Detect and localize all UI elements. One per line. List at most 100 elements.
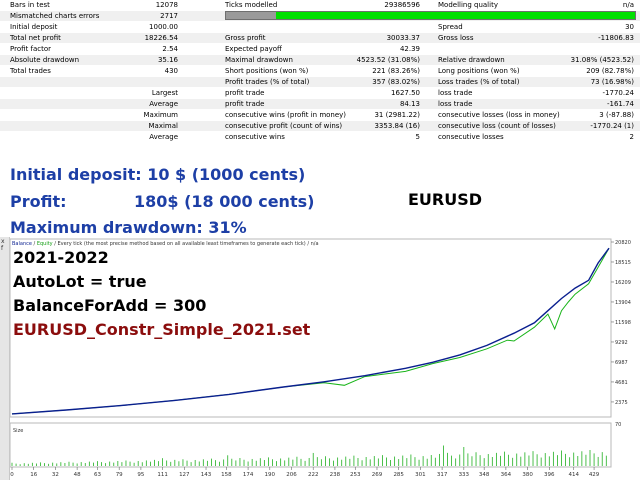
x-tick-label: 380 xyxy=(522,472,533,478)
x-tick-label: 396 xyxy=(544,472,555,478)
label-relative-drawdown: Relative drawdown xyxy=(438,56,505,64)
value-max-consecutive-wins: 31 (2981.22) xyxy=(374,111,420,119)
x-tick-label: 317 xyxy=(437,472,448,478)
value-spread: 30 xyxy=(625,23,634,31)
x-tick-label: 0 xyxy=(10,472,14,478)
label-maximum: Maximum xyxy=(143,111,179,119)
label-long-positions: Long positions (won %) xyxy=(438,67,520,75)
summary-max-drawdown: Maximum drawdown: 31% xyxy=(10,218,247,237)
label-average: Average xyxy=(149,100,178,108)
report-row: Total trades 430 Short positions (won %)… xyxy=(0,66,640,76)
y-tick-label: 2375 xyxy=(615,400,628,406)
x-tick-label: 174 xyxy=(243,472,254,478)
label-profit-factor: Profit factor xyxy=(10,45,51,53)
label-maximal-consecutive-profit: consecutive profit (count of wins) xyxy=(225,122,343,130)
y-axis: 20820 18515 16209 13904 11598 9292 6987 4681 237… xyxy=(611,240,631,406)
summary-initial-deposit: Initial deposit: 10 $ (1000 cents) xyxy=(10,165,306,184)
value-relative-drawdown: 31.08% (4523.52) xyxy=(570,56,634,64)
side-letter-f: f xyxy=(1,245,4,252)
x-tick-label: 253 xyxy=(350,472,361,478)
label-max-consecutive-losses: consecutive losses (loss in money) xyxy=(438,111,560,119)
label-average-consecutive: Average xyxy=(149,133,178,141)
report-row: Average profit trade 84.13 loss trade -1… xyxy=(0,99,640,109)
overlay-autolot: AutoLot = true xyxy=(13,272,147,291)
test-report: Bars in test 12078 Ticks modelled 293865… xyxy=(0,0,640,165)
report-row: Bars in test 12078 Ticks modelled 293865… xyxy=(0,0,640,10)
chart-side-strip: x f xyxy=(0,237,10,480)
label-total-net-profit: Total net profit xyxy=(10,34,61,42)
value-gross-loss: -11806.83 xyxy=(598,34,634,42)
y-tick-label: 11598 xyxy=(615,320,631,326)
legend-balance: Balance xyxy=(12,241,32,247)
x-tick-label: 63 xyxy=(94,472,101,478)
label-ticks-modelled: Ticks modelled xyxy=(225,1,278,9)
label-average-consecutive-losses: consecutive losses xyxy=(438,133,504,141)
x-tick-label: 429 xyxy=(589,472,600,478)
y-tick-label: 20820 xyxy=(615,240,631,246)
x-tick-label: 414 xyxy=(568,472,579,478)
value-short-positions: 221 (83.26%) xyxy=(372,67,420,75)
x-tick-label: 158 xyxy=(221,472,232,478)
value-total-trades: 430 xyxy=(164,67,178,75)
x-tick-label: 333 xyxy=(459,472,470,478)
value-expected-payoff: 42.39 xyxy=(399,45,420,53)
x-tick-label: 32 xyxy=(52,472,59,478)
x-tick-label: 79 xyxy=(116,472,123,478)
label-profit-trades: Profit trades (% of total) xyxy=(225,78,310,86)
x-tick-label: 127 xyxy=(179,472,190,478)
modelling-quality-bar-grey xyxy=(226,12,276,19)
value-modelling-quality: n/a xyxy=(622,1,634,9)
label-max-consecutive-wins: consecutive wins (profit in money) xyxy=(225,111,347,119)
value-maximal-consecutive-loss: -1770.24 (1) xyxy=(590,122,634,130)
x-tick-label: 269 xyxy=(372,472,383,478)
legend-equity: Equity xyxy=(36,241,53,247)
main-plot-frame xyxy=(9,238,612,418)
label-gross-loss: Gross loss xyxy=(438,34,474,42)
series-line-balance xyxy=(11,247,610,415)
value-gross-profit: 30033.37 xyxy=(386,34,420,42)
y-tick-label: 4681 xyxy=(615,380,628,386)
x-tick-label: 16 xyxy=(30,472,37,478)
x-tick-label: 348 xyxy=(479,472,490,478)
value-total-net-profit: 18226.54 xyxy=(144,34,178,42)
label-average-consecutive-wins: consecutive wins xyxy=(225,133,285,141)
x-tick-label: 143 xyxy=(201,472,212,478)
y-tick-label: 6987 xyxy=(615,360,628,366)
value-average-loss-trade: -161.74 xyxy=(606,100,634,108)
value-absolute-drawdown: 35.16 xyxy=(157,56,178,64)
label-maximal-drawdown: Maximal drawdown xyxy=(225,56,293,64)
x-tick-label: 222 xyxy=(308,472,319,478)
y-tick-label: 16209 xyxy=(615,280,631,286)
value-initial-deposit: 1000.00 xyxy=(149,23,178,31)
balance-chart-panel: 20820 18515 16209 13904 11598 9292 6987 4681 237… xyxy=(0,237,640,480)
report-row: Maximum consecutive wins (profit in mone… xyxy=(0,110,640,120)
label-absolute-drawdown: Absolute drawdown xyxy=(10,56,80,64)
label-modelling-quality: Modelling quality xyxy=(438,1,498,9)
balance-equity-chart: 20820 18515 16209 13904 11598 9292 6987 4681 237… xyxy=(9,238,631,478)
value-mismatched-errors: 2717 xyxy=(160,12,178,20)
value-largest-loss-trade: -1770.24 xyxy=(602,89,634,97)
report-row: Total net profit 18226.54 Gross profit 3… xyxy=(0,33,640,43)
x-tick-label: 285 xyxy=(393,472,404,478)
x-tick-label: 301 xyxy=(415,472,426,478)
size-plot-frame xyxy=(9,422,612,468)
report-row: Initial deposit 1000.00 Spread 30 xyxy=(0,22,640,32)
size-bars xyxy=(11,445,607,466)
x-tick-label: 111 xyxy=(157,472,168,478)
value-loss-trades: 73 (16.98%) xyxy=(590,78,634,86)
x-tick-label: 95 xyxy=(137,472,144,478)
x-tick-label: 206 xyxy=(286,472,297,478)
label-largest: Largest xyxy=(151,89,178,97)
report-row: Profit factor 2.54 Expected payoff 42.39 xyxy=(0,44,640,54)
summary-profit-label: Profit: xyxy=(10,192,67,211)
overlay-period: 2021-2022 xyxy=(13,248,109,267)
x-axis: 0 16 32 48 63 79 95 111 127 143 158 174 190 206 222 238… xyxy=(10,467,600,478)
label-maximal: Maximal xyxy=(148,122,178,130)
label-mismatched-errors: Mismatched charts errors xyxy=(10,12,100,20)
report-row: Absolute drawdown 35.16 Maximal drawdown… xyxy=(0,55,640,65)
side-letter-x: x xyxy=(1,238,5,245)
label-bars-in-test: Bars in test xyxy=(10,1,50,9)
summary-pair: EURUSD xyxy=(408,190,483,209)
chart-legend: Balance / Equity / Every tick (the most … xyxy=(12,241,319,247)
y-tick-label: 18515 xyxy=(615,260,631,266)
